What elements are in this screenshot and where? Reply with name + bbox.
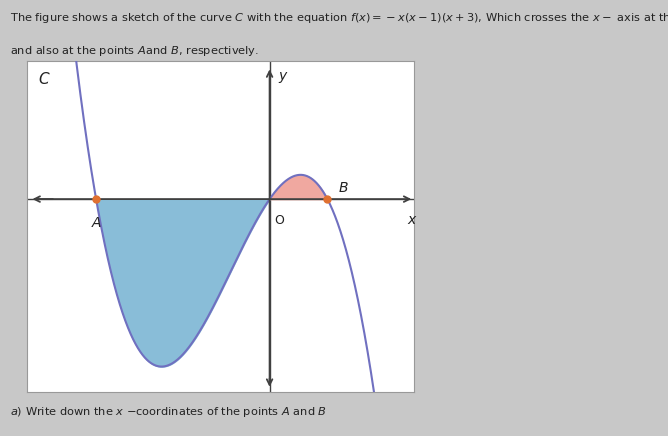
- Text: and also at the points $A$and $B$, respectively.: and also at the points $A$and $B$, respe…: [10, 44, 259, 58]
- Text: C: C: [38, 72, 49, 87]
- Text: B: B: [339, 181, 349, 195]
- Text: $a$) Write down the $x$ −coordinates of the points $A$ and $B$: $a$) Write down the $x$ −coordinates of …: [10, 405, 327, 419]
- Text: O: O: [275, 215, 284, 227]
- Text: y: y: [279, 69, 287, 83]
- Text: x: x: [407, 213, 415, 227]
- Text: A: A: [92, 216, 101, 230]
- Text: The figure shows a sketch of the curve $C$ with the equation $f(x) = -x(x-1)(x+3: The figure shows a sketch of the curve $…: [10, 11, 668, 25]
